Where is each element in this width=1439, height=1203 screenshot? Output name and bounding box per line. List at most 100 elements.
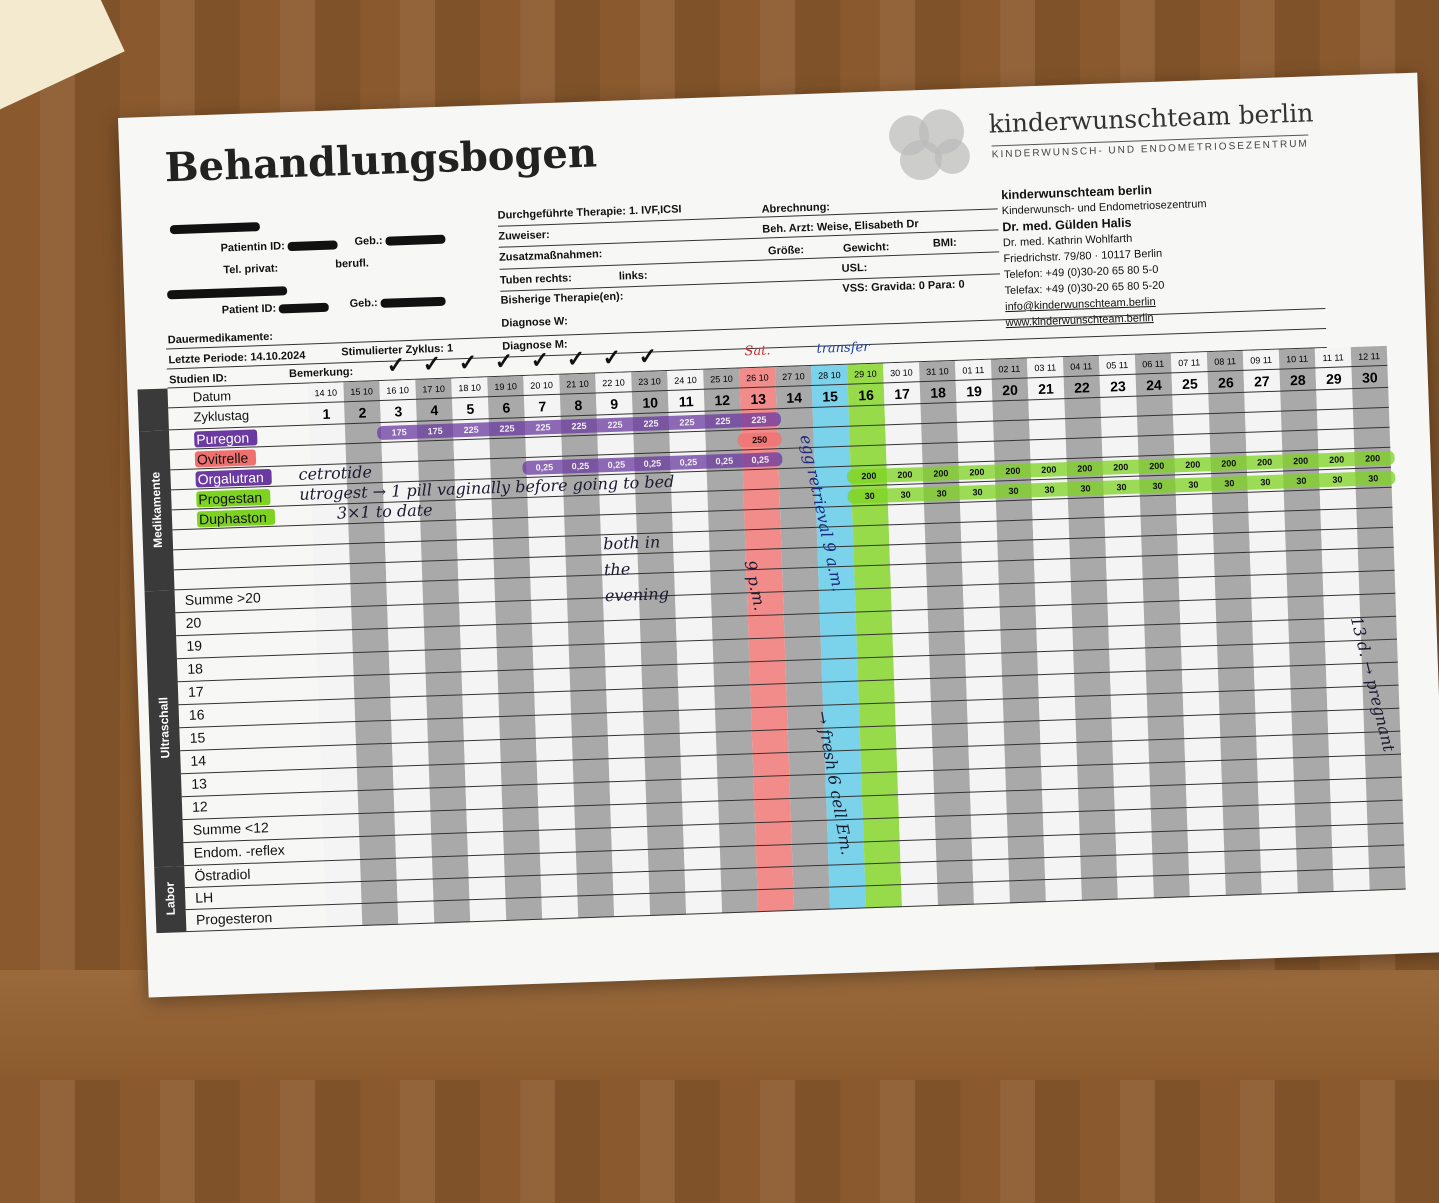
cycle-day-cell: 3 [394,403,403,420]
date-cell: 23 10 [638,376,661,388]
dose-value: 30 [1188,479,1199,490]
handwritten-evening: both in the evening [602,532,670,606]
dose-value: 30 [1296,475,1307,487]
cycle-day-cell: 2 [358,404,367,421]
dose-value: 30 [900,489,911,500]
cycle-day-cell: 24 [1145,376,1163,394]
date-cell: 24 10 [674,374,697,386]
cycle-day-cell: 11 [678,393,694,410]
cycle-day-cell: 4 [430,402,439,419]
dose-value: 30 [1224,478,1235,489]
brand-name: kinderwunschteam berlin [988,98,1314,139]
date-cell: 31 10 [925,366,949,377]
cycle-day-cell: 30 [1361,369,1378,386]
gewicht-label: Gewicht: [842,241,890,255]
redacted-partner-name [164,284,288,300]
tuben-rechts-label: Tuben rechts: [499,272,573,287]
geb-label: Geb.: [354,234,383,248]
medicine-box [0,0,125,119]
checkmark-icon: ✓ [494,348,514,374]
clinic-website-link[interactable]: www.kinderwunschteam.berlin [1005,311,1154,330]
checkmark-icon: ✓ [458,349,478,376]
date-cell: 30 10 [889,367,913,379]
row-label: Progestan [196,488,271,508]
date-cell: 02 11 [998,363,1021,375]
dose-value: 0,25 [643,458,662,469]
dose-value: 0,25 [535,462,554,473]
brand-subtitle: KINDERWUNSCH- UND ENDOMETRIOSEZENTRUM [991,134,1309,161]
date-cell: 09 11 [1250,354,1273,366]
dose-value: 200 [1293,455,1309,467]
dose-value: 30 [1008,485,1019,497]
date-cell: 01 11 [962,364,985,376]
cycle-day-cell: 27 [1253,372,1270,390]
dose-value: 200 [1077,463,1093,474]
zusatzmassnahmen-label: Zusatzmaßnahmen: [498,248,603,264]
handwritten-orgalutran-note: cetrotide [298,462,373,484]
date-cell: 15 10 [350,386,374,398]
dose-value: 30 [864,490,875,502]
dose-value: 200 [1364,453,1381,464]
row-label: Summe >20 [184,589,261,608]
dose-value: 225 [679,417,695,428]
dose-value: 30 [1152,480,1163,492]
row-label: 14 [190,752,207,769]
checkmark-icon: ✓ [566,345,586,372]
date-cell: 25 10 [710,373,733,385]
cycle-day-cell: 28 [1289,371,1306,389]
date-cell: 17 10 [422,383,446,395]
row-label: Puregon [193,429,258,448]
cycle-day-cell: 15 [822,388,839,405]
dose-value: 200 [1041,464,1057,475]
section-label: Medikamente [148,471,166,549]
dose-value: 30 [1332,474,1343,485]
row-label: 16 [188,706,205,723]
date-cell: 28 10 [817,369,841,381]
dose-value: 175 [427,425,443,437]
dose-value: 30 [936,488,947,499]
checkmark-icon: ✓ [638,343,658,369]
cycle-day-cell: 5 [466,400,475,418]
treatment-sheet: Behandlungsbogen kinderwunschteam berlin… [118,72,1439,998]
dose-value: 200 [1221,458,1237,469]
dose-value: 200 [1185,459,1201,470]
handwritten-duphaston-note: 3×1 to date [336,500,433,523]
berufl-label: berufl. [335,257,370,271]
zuweiser-label: Zuweiser: [498,229,550,243]
date-cell: 20 10 [530,379,554,391]
cycle-day-cell: 13 [750,390,767,408]
date-cell: 05 11 [1106,359,1129,371]
date-cell: 16 10 [386,385,410,396]
section-lab: Labor [154,866,187,934]
row-label: Summe <12 [192,819,269,838]
date-cell: 04 11 [1070,361,1093,372]
row-label: 17 [187,683,204,700]
dauermedikamente-label: Dauermedikamente: [167,330,274,347]
tel-privat-label: Tel. privat: [223,262,279,277]
date-cell: 07 11 [1178,357,1201,369]
date-cell: 11 11 [1322,352,1344,364]
dose-value: 200 [861,470,877,482]
row-label: Östradiol [194,865,251,884]
bmi-label: BMI: [932,236,957,250]
tuben-links-label: links: [618,269,648,283]
date-cell: 21 10 [566,378,590,390]
section-bar [137,388,169,432]
dose-value: 200 [933,468,949,479]
durchgefuehrte-therapie: Durchgeführte Therapie: 1. IVF,ICSI [497,203,682,222]
date-cell: 22 10 [602,377,625,389]
studien-id-label: Studien ID: [168,372,228,387]
dose-value: 200 [1149,460,1165,472]
dose-value: 30 [1044,484,1055,495]
dose-value: 0,25 [679,457,698,468]
section-label: Ultraschall [156,696,173,759]
dose-value: 200 [897,469,913,481]
dose-value: 200 [1005,465,1021,477]
dose-value: 30 [972,487,983,498]
dose-value: 225 [751,414,767,426]
dose-value: 225 [607,419,623,431]
dose-value: 225 [715,415,731,427]
page-title: Behandlungsbogen [163,129,598,192]
divider [498,229,999,248]
dose-value: 0,25 [715,455,734,467]
